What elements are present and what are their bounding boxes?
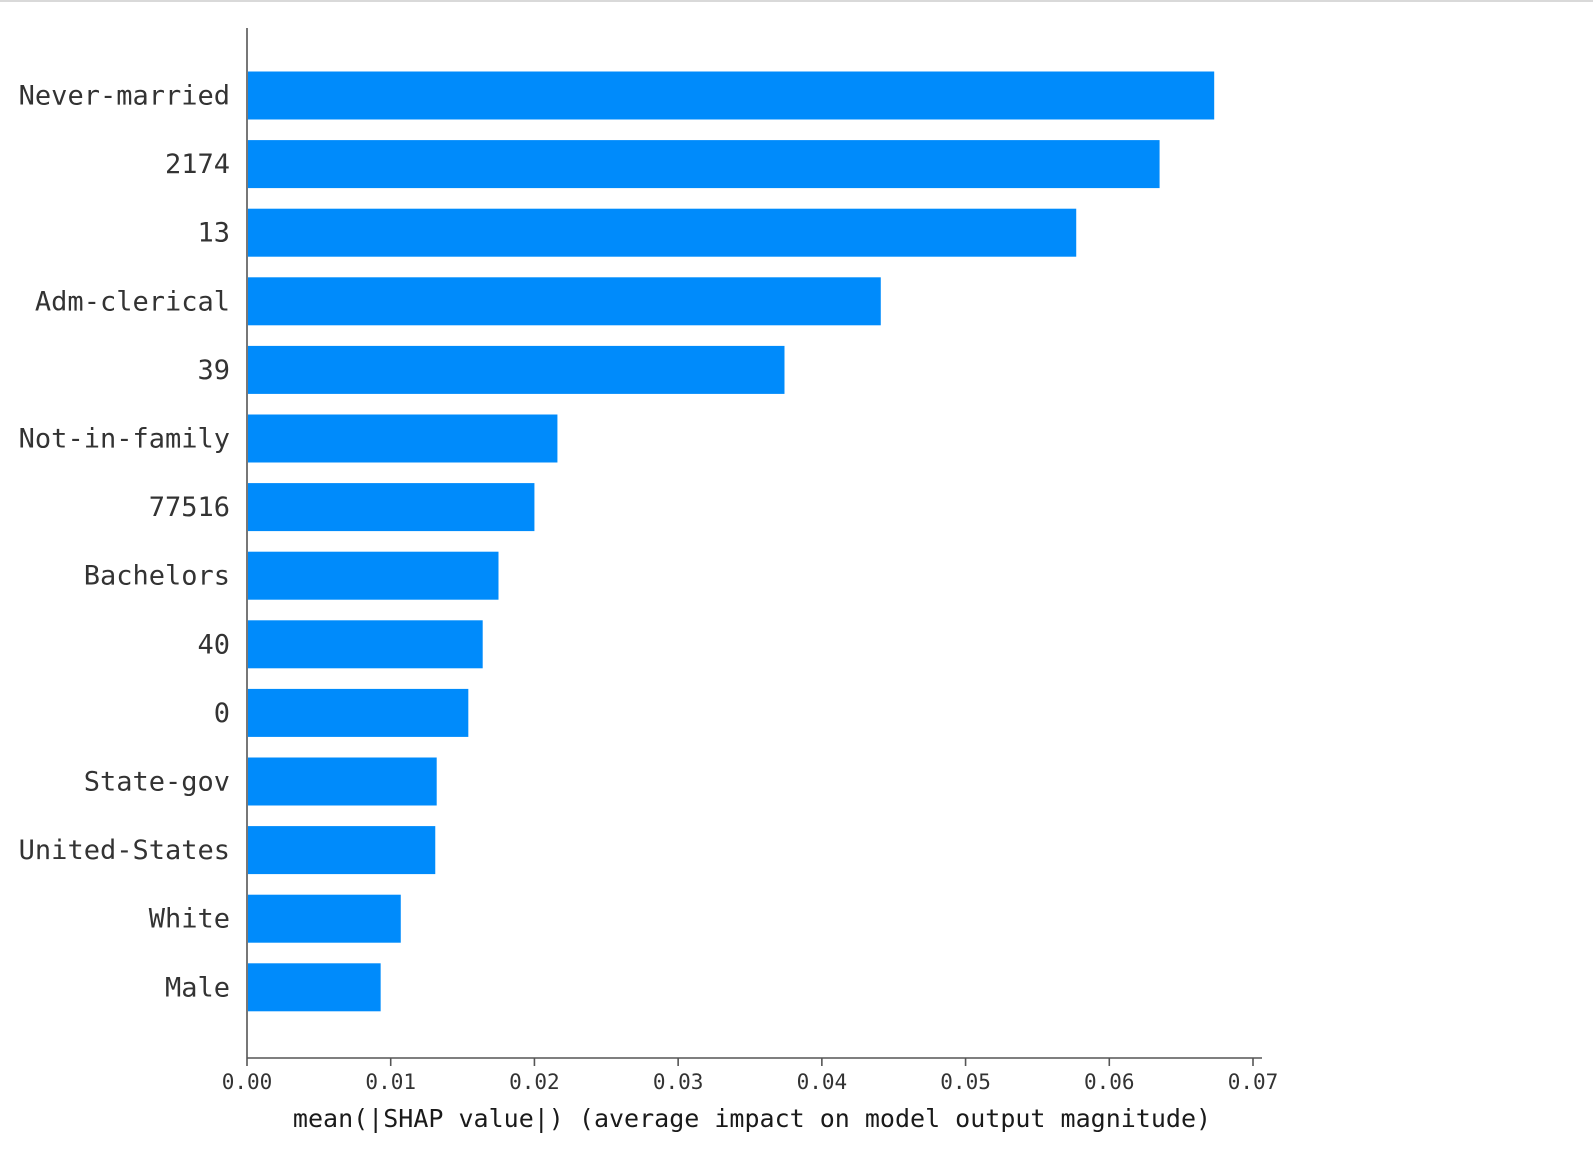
bar-7: [248, 551, 499, 600]
bar-6: [248, 483, 535, 532]
bar-4: [248, 345, 785, 394]
bar-3: [248, 277, 881, 326]
top-border: [0, 0, 1593, 2]
bar-0: [248, 71, 1215, 120]
y-labels-group: Never-married 2174 13 Adm-clerical 39 Not-in-…: [19, 81, 230, 1004]
bar-12: [248, 894, 401, 943]
y-tick-label-6: 77516: [149, 492, 230, 523]
bar-13: [248, 963, 381, 1012]
y-tick-label-0: Never-married: [19, 81, 230, 112]
x-tick-label-4: 0.04: [797, 1070, 848, 1094]
x-ticks-group: 0.00 0.01 0.02 0.03 0.04 0.05 0.06 0.07: [222, 1058, 1279, 1094]
y-tick-label-10: State-gov: [84, 767, 230, 798]
bar-11: [248, 826, 436, 875]
y-tick-label-13: Male: [165, 972, 230, 1003]
bar-8: [248, 620, 483, 669]
x-tick-label-5: 0.05: [940, 1070, 991, 1094]
y-tick-label-5: Not-in-family: [19, 424, 230, 455]
y-tick-label-7: Bachelors: [84, 561, 230, 592]
y-tick-label-12: White: [149, 904, 230, 935]
x-axis-label: mean(|SHAP value|) (average impact on mo…: [293, 1104, 1211, 1133]
x-tick-label-3: 0.03: [653, 1070, 704, 1094]
bar-2: [248, 208, 1077, 257]
y-tick-label-1: 2174: [165, 149, 230, 180]
x-tick-label-1: 0.01: [365, 1070, 416, 1094]
bar-5: [248, 414, 558, 463]
y-tick-label-9: 0: [214, 698, 230, 729]
y-tick-label-8: 40: [197, 629, 230, 660]
x-tick-label-2: 0.02: [509, 1070, 560, 1094]
x-tick-label-0: 0.00: [222, 1070, 273, 1094]
x-tick-label-6: 0.06: [1084, 1070, 1135, 1094]
x-tick-label-7: 0.07: [1228, 1070, 1279, 1094]
bar-9: [248, 688, 469, 737]
bar-10: [248, 757, 437, 806]
y-tick-label-4: 39: [197, 355, 230, 386]
y-tick-label-2: 13: [197, 218, 230, 249]
y-tick-label-3: Adm-clerical: [35, 286, 230, 317]
bars-group: [248, 71, 1215, 1012]
bar-1: [248, 140, 1160, 189]
y-tick-label-11: United-States: [19, 835, 230, 866]
